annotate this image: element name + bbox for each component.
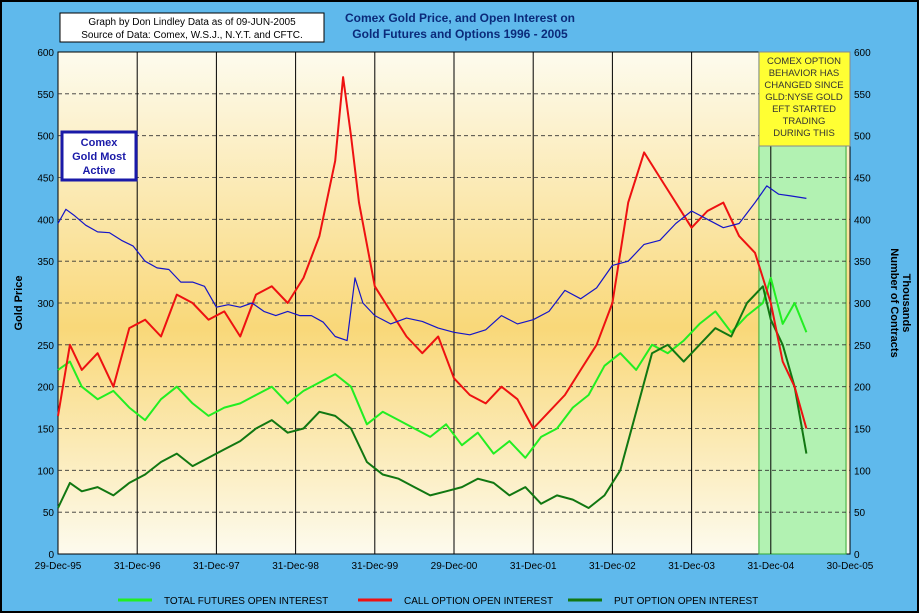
y-tick-label-left: 150 [37,425,54,436]
y-tick-label-left: 200 [37,383,54,394]
y-tick-label-right: 50 [854,508,866,519]
y-tick-label-right: 550 [854,90,871,101]
x-tick-label: 31-Dec-02 [589,561,636,572]
note-line-7: DURING THIS [773,128,835,139]
series-line-put-option-open-interest [57,285,808,509]
credit-line-2: Source of Data: Comex, W.S.J., N.Y.T. an… [81,30,303,41]
y-tick-label-left: 250 [37,341,54,352]
x-tick-label: 31-Dec-98 [272,561,319,572]
note-line-6: TRADING [783,116,826,127]
tick-labels: 0 0 50 50 100 100 150 150 200 200 250 250 300 300 350 3… [35,48,874,572]
x-tick-label: 31-Dec-96 [114,561,161,572]
y-tick-label-right: 200 [854,383,871,394]
y-tick-label-left: 450 [37,174,54,185]
right-axis-label-2: Thousands [900,274,912,333]
legend-label-put: PUT OPTION OPEN INTEREST [614,596,758,607]
gold-legend-line-2: Gold Most [72,151,126,163]
series-line-comex-gold-most-active [57,185,807,342]
series-line-total-futures-open-interest [57,276,808,459]
y-tick-label-left: 400 [37,215,54,226]
y-tick-label-right: 250 [854,341,871,352]
series-line-call-option-open-interest [57,76,808,430]
chart-title-line-1: Comex Gold Price, and Open Interest on [345,11,575,25]
x-tick-label: 31-Dec-97 [193,561,240,572]
x-tick-label: 29-Dec-95 [35,561,82,572]
note-box [758,51,851,147]
note-line-5: EFT STARTED [772,104,836,115]
x-tick-label: 31-Dec-99 [351,561,398,572]
y-tick-label-right: 150 [854,425,871,436]
x-tick-label: 31-Dec-01 [510,561,557,572]
y-tick-label-left: 600 [37,48,54,59]
series-layer [57,76,808,509]
legend-label-call: CALL OPTION OPEN INTEREST [404,596,553,607]
gold-legend-box [60,130,138,182]
credit-box [59,12,325,43]
x-tick-label: 29-Dec-00 [431,561,478,572]
x-tick-label: 31-Dec-03 [668,561,715,572]
legend-label-futures: TOTAL FUTURES OPEN INTEREST [164,596,328,607]
y-tick-label-left: 100 [37,466,54,477]
y-tick-label-right: 350 [854,257,871,268]
y-tick-label-left: 50 [43,508,55,519]
y-tick-label-left: 350 [37,257,54,268]
left-axis-label: Gold Price [13,275,25,330]
note-line-1: COMEX OPTION [767,56,841,67]
y-tick-label-left: 0 [48,550,54,561]
note-line-4: GLD:NYSE GOLD [765,92,843,103]
right-axis-label-1: Number of Contracts [888,248,900,357]
y-tick-label-right: 600 [854,48,871,59]
x-tick-label: 31-Dec-04 [747,561,794,572]
note-line-3: CHANGED SINCE [764,80,843,91]
y-tick-label-right: 400 [854,215,871,226]
y-tick-label-left: 500 [37,132,54,143]
gold-legend-line-3: Active [82,165,115,177]
grid [58,52,850,554]
credit-line-1: Graph by Don Lindley Data as of 09-JUN-2… [88,17,296,28]
y-tick-label-left: 550 [37,90,54,101]
x-tick-label: 30-Dec-05 [827,561,874,572]
y-tick-label-right: 100 [854,466,871,477]
y-tick-label-right: 300 [854,299,871,310]
y-tick-label-right: 500 [854,132,871,143]
note-line-2: BEHAVIOR HAS [769,68,840,79]
y-tick-label-left: 300 [37,299,54,310]
y-tick-label-right: 450 [854,174,871,185]
y-tick-label-right: 0 [854,550,860,561]
gold-legend-line-1: Comex [81,137,119,149]
legend: TOTAL FUTURES OPEN INTEREST CALL OPTION … [118,596,758,607]
chart-title-line-2: Gold Futures and Options 1996 - 2005 [352,27,568,41]
